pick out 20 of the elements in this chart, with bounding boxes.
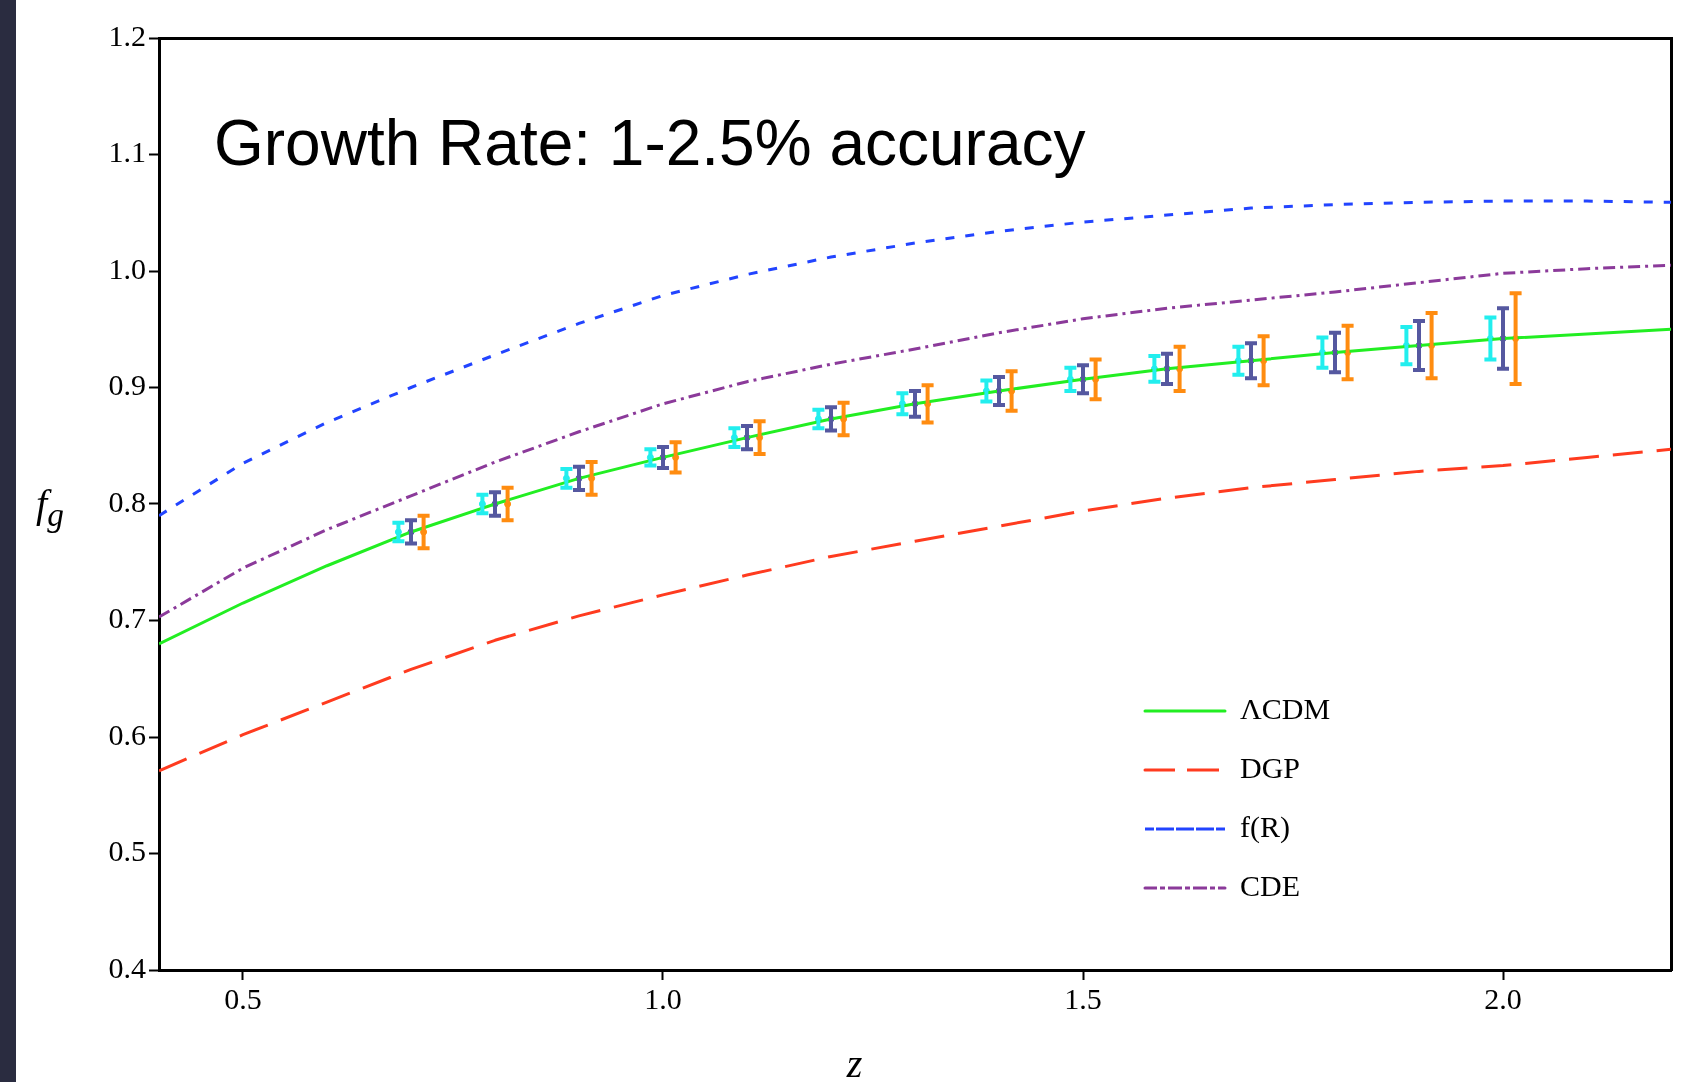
text: Growth Rate: 1-2.5% accuracy xyxy=(214,107,1086,179)
x-tick-label: 1.0 xyxy=(644,981,682,1015)
x-tick-label: 1.5 xyxy=(1064,981,1102,1015)
y-tick-label: 0.4 xyxy=(108,950,146,984)
y-tick-label: 0.9 xyxy=(108,368,146,402)
legend-label: CDE xyxy=(1240,868,1300,902)
y-tick-label: 0.5 xyxy=(108,834,146,868)
y-tick-label: 0.7 xyxy=(108,601,146,635)
y-tick-label: 1.2 xyxy=(108,18,146,52)
x-tick-label: 2.0 xyxy=(1484,981,1522,1015)
y-axis-title: f$_{g}$ xyxy=(36,480,64,534)
y-tick-label: 1.1 xyxy=(108,135,146,169)
y-tick-label: 0.6 xyxy=(108,717,146,751)
x-tick-label: 0.5 xyxy=(224,981,262,1015)
legend-label: f(R) xyxy=(1240,809,1290,844)
legend-label: DGP xyxy=(1240,750,1301,784)
legend-label: ΛCDM xyxy=(1240,691,1331,725)
y-tick-label: 0.8 xyxy=(108,484,146,518)
y-tick-label: 1.0 xyxy=(108,251,146,285)
x-axis-title: z xyxy=(845,1040,864,1082)
